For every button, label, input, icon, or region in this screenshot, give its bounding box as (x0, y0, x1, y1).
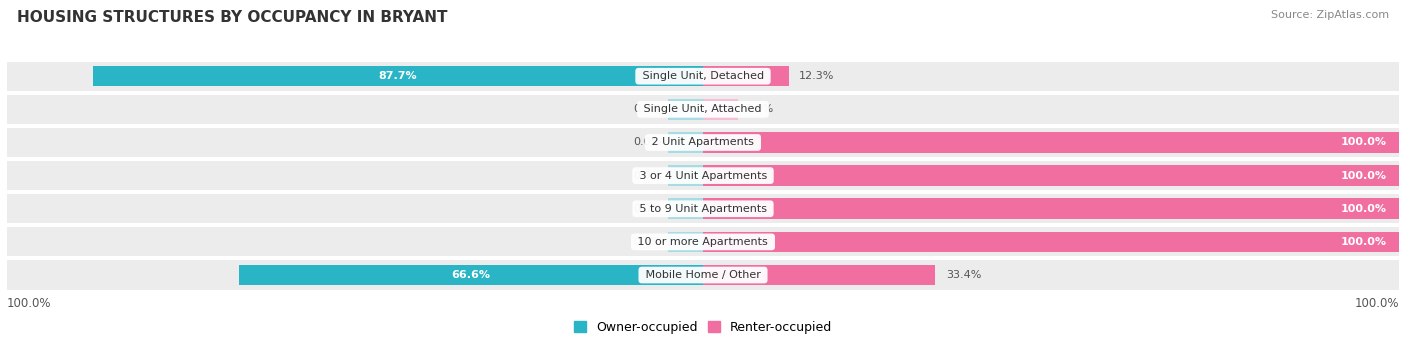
Text: 33.4%: 33.4% (946, 270, 981, 280)
Bar (7, 261, 1399, 290)
Bar (7, 194, 1399, 223)
Text: 0.0%: 0.0% (633, 170, 661, 181)
Text: Source: ZipAtlas.com: Source: ZipAtlas.com (1271, 10, 1389, 20)
Bar (703, 265, 935, 285)
Text: 3 or 4 Unit Apartments: 3 or 4 Unit Apartments (636, 170, 770, 181)
Text: Single Unit, Detached: Single Unit, Detached (638, 71, 768, 81)
Text: Mobile Home / Other: Mobile Home / Other (641, 270, 765, 280)
Bar (7, 128, 1399, 157)
Bar (7, 227, 1399, 256)
Bar (239, 265, 703, 285)
Bar (668, 132, 703, 153)
Text: 66.6%: 66.6% (451, 270, 491, 280)
Text: 100.0%: 100.0% (1341, 137, 1388, 147)
Bar (93, 66, 703, 87)
Bar (703, 99, 738, 120)
Text: 0.0%: 0.0% (633, 237, 661, 247)
Text: 100.0%: 100.0% (1341, 170, 1388, 181)
Bar (668, 99, 703, 120)
Text: 0.0%: 0.0% (633, 204, 661, 214)
Bar (703, 232, 1399, 252)
Text: HOUSING STRUCTURES BY OCCUPANCY IN BRYANT: HOUSING STRUCTURES BY OCCUPANCY IN BRYAN… (17, 10, 447, 25)
Text: 0.0%: 0.0% (633, 137, 661, 147)
Bar (668, 198, 703, 219)
Bar (703, 198, 1399, 219)
Text: 10 or more Apartments: 10 or more Apartments (634, 237, 772, 247)
Text: 100.0%: 100.0% (1341, 237, 1388, 247)
Bar (703, 132, 1399, 153)
Legend: Owner-occupied, Renter-occupied: Owner-occupied, Renter-occupied (568, 316, 838, 339)
Bar (7, 95, 1399, 124)
Bar (7, 161, 1399, 190)
Text: 0.0%: 0.0% (745, 104, 773, 114)
Text: 87.7%: 87.7% (378, 71, 418, 81)
Bar (668, 232, 703, 252)
Bar (703, 66, 789, 87)
Text: Single Unit, Attached: Single Unit, Attached (641, 104, 765, 114)
Text: 100.0%: 100.0% (1354, 297, 1399, 310)
Text: 100.0%: 100.0% (7, 297, 52, 310)
Text: 100.0%: 100.0% (1341, 204, 1388, 214)
Text: 5 to 9 Unit Apartments: 5 to 9 Unit Apartments (636, 204, 770, 214)
Bar (7, 62, 1399, 91)
Bar (703, 165, 1399, 186)
Text: 12.3%: 12.3% (799, 71, 834, 81)
Text: 0.0%: 0.0% (633, 104, 661, 114)
Bar (668, 165, 703, 186)
Text: 2 Unit Apartments: 2 Unit Apartments (648, 137, 758, 147)
